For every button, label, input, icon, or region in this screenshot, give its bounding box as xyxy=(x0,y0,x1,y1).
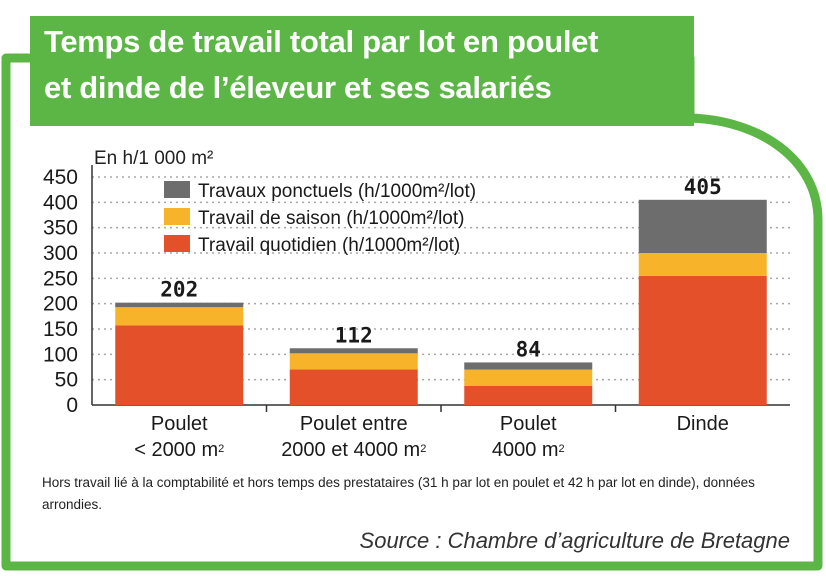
y-tick-label: 0 xyxy=(66,394,78,417)
total-label: 112 xyxy=(335,323,373,347)
total-label: 202 xyxy=(160,278,198,302)
total-label: 84 xyxy=(516,337,541,361)
y-tick-label: 400 xyxy=(43,191,78,214)
y-tick-label: 150 xyxy=(43,318,78,341)
title-banner xyxy=(30,16,694,126)
bar-segment-0-cat-1 xyxy=(289,369,418,405)
legend-swatch xyxy=(164,208,190,225)
y-tick-label: 50 xyxy=(55,369,78,392)
bar-segment-1-cat-2 xyxy=(464,369,593,386)
y-tick-label: 200 xyxy=(43,293,78,316)
bar-segment-2-cat-2 xyxy=(464,362,593,370)
bar-segment-2-cat-1 xyxy=(289,348,418,354)
chart-title-line-1: Temps de travail total par lot en poulet xyxy=(44,24,599,59)
footnote: Hors travail lié à la comptabilité et ho… xyxy=(42,475,755,512)
y-tick-label: 250 xyxy=(43,267,78,290)
y-tick-label: 450 xyxy=(43,166,78,189)
y-tick-label: 350 xyxy=(43,217,78,240)
x-category-label: Poulet entre 2000 et 4000 m2 xyxy=(281,413,427,461)
bar-segment-0-cat-3 xyxy=(638,275,767,405)
bar-segment-2-cat-3 xyxy=(638,199,767,253)
total-label: 405 xyxy=(684,175,722,199)
bar-segment-0-cat-2 xyxy=(464,385,593,405)
legend-swatch xyxy=(164,181,190,198)
source-credit: Source : Chambre d’agriculture de Bretag… xyxy=(359,528,790,553)
bar-segment-1-cat-1 xyxy=(289,353,418,370)
x-category-label: Poulet 4000 m2 xyxy=(491,413,565,461)
legend-label: Travail de saison (h/1000m²/lot) xyxy=(198,208,464,229)
unit-label: En h/1 000 m² xyxy=(94,148,214,169)
y-tick-label: 100 xyxy=(43,343,78,366)
chart-title-line-2: et dinde de l’éleveur et ses salariés xyxy=(44,70,552,105)
x-category-label: Poulet < 2000 m2 xyxy=(134,413,225,461)
x-category-label: Dinde xyxy=(676,413,729,435)
bar-segment-1-cat-0 xyxy=(115,307,244,326)
bar-segment-2-cat-0 xyxy=(115,302,244,308)
y-tick-label: 300 xyxy=(43,242,78,265)
bar-segment-0-cat-0 xyxy=(115,325,244,405)
legend-label: Travaux ponctuels (h/1000m²/lot) xyxy=(198,181,476,202)
legend-label: Travail quotidien (h/1000m²/lot) xyxy=(198,235,460,256)
legend-swatch xyxy=(164,235,190,252)
bar-segment-1-cat-3 xyxy=(638,253,767,276)
